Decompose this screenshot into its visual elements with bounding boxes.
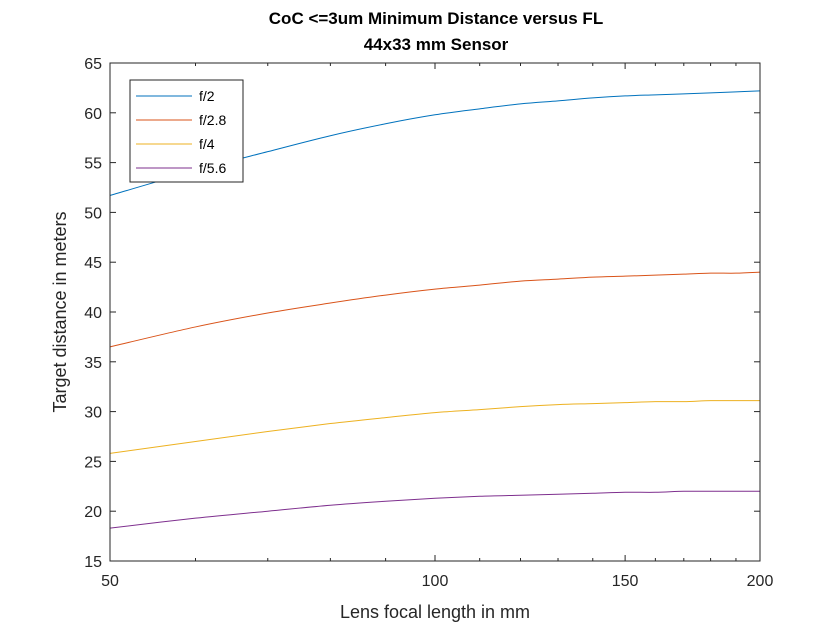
x-axis-label: Lens focal length in mm [340, 602, 530, 622]
legend-label: f/2 [199, 88, 215, 104]
y-tick-label: 60 [84, 106, 102, 123]
legend: f/2 f/2.8 f/4 f/5.6 [129, 79, 244, 183]
legend-label: f/5.6 [199, 160, 226, 176]
axes-box [109, 62, 761, 562]
series-line-2 [109, 271, 761, 348]
tick-layer: 50 100 150 200 15 20 25 30 35 40 45 50 55 60 65 [84, 56, 773, 590]
chart-subtitle: 44x33 mm Sensor [364, 35, 509, 54]
x-tick-label: 100 [422, 573, 449, 590]
y-tick-label: 20 [84, 504, 102, 521]
x-tick-label: 50 [101, 573, 119, 590]
y-tick-label: 40 [84, 305, 102, 322]
x-tick-label: 150 [612, 573, 639, 590]
y-tick-label: 55 [84, 156, 102, 173]
legend-label: f/4 [199, 136, 215, 152]
y-tick-label: 35 [84, 355, 102, 372]
y-tick-label: 65 [84, 56, 102, 73]
series-line-3 [109, 400, 760, 454]
series-line-4 [109, 490, 760, 529]
y-tick-label: 50 [84, 205, 102, 222]
y-axis-label: Target distance in meters [50, 211, 70, 412]
legend-box [129, 79, 244, 183]
chart-title: CoC <=3um Minimum Distance versus FL [269, 9, 603, 28]
y-tick-label: 45 [84, 255, 102, 272]
x-tick-label: 200 [747, 573, 774, 590]
y-tick-label: 30 [84, 405, 102, 422]
series-layer [109, 90, 761, 529]
series-line-1 [109, 90, 761, 196]
legend-label: f/2.8 [199, 112, 226, 128]
y-tick-label: 15 [84, 554, 102, 571]
y-tick-label: 25 [84, 454, 102, 471]
